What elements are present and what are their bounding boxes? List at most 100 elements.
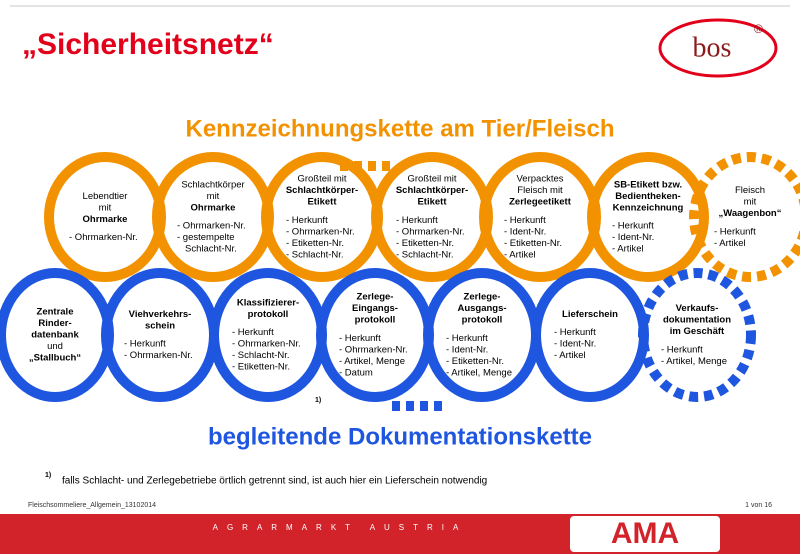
footer-file: Fleischsommeliere_Allgemein_13102014 — [28, 502, 156, 509]
node-heading: Schlachtkörper — [181, 179, 244, 190]
node-item: - Herkunft — [446, 333, 488, 344]
node-item: - Schlacht-Nr. — [286, 249, 344, 260]
footnote-text: falls Schlacht- und Zerlegebetriebe örtl… — [62, 476, 487, 487]
node-heading: Großteil mit — [297, 174, 346, 185]
node-heading: schein — [145, 320, 175, 331]
logo-mark: ® — [754, 22, 763, 36]
node-item: - Ident-Nr. — [446, 344, 488, 355]
node-heading: Klassifizierer- — [237, 297, 299, 308]
node-item: - Datum — [339, 367, 373, 378]
node-item: - Herkunft — [286, 215, 328, 226]
node-item: - Artikel — [554, 350, 586, 361]
node-heading: Lieferschein — [562, 309, 618, 320]
node-heading: Zentrale — [37, 307, 74, 318]
node-heading: protokoll — [462, 315, 503, 326]
footer-page: 1 von 16 — [745, 502, 772, 509]
node-heading: Kennzeichnung — [613, 202, 684, 213]
node-heading: Eingangs- — [352, 303, 398, 314]
node-heading: Schlachtkörper- — [396, 185, 468, 196]
node-heading: Rinder- — [38, 318, 71, 329]
node-item: - Artikel, Menge — [446, 367, 512, 378]
node-item: - Ident-Nr. — [554, 339, 596, 350]
node-item: - Etiketten-Nr. — [286, 238, 344, 249]
node-item: - Artikel — [714, 238, 746, 249]
node-heading: mit — [207, 191, 220, 202]
footer-logo: AMA — [611, 517, 679, 550]
node-heading: und — [47, 341, 63, 352]
node-item: - Artikel, Menge — [339, 356, 405, 367]
node-item: - Schlacht-Nr. — [232, 350, 290, 361]
chain-ring — [689, 152, 800, 282]
node-heading: Zerlegeetikett — [509, 197, 572, 208]
logo-ring — [658, 18, 778, 78]
node-heading: „Stallbuch“ — [29, 353, 82, 364]
chain-ring — [152, 152, 274, 282]
bottom-chain-title: begleitende Dokumentationskette — [208, 423, 592, 450]
node-heading: protokoll — [355, 315, 396, 326]
node-heading: Ohrmarke — [83, 214, 128, 225]
node-item: - Ohrmarken-Nr. — [69, 232, 138, 243]
node-item: - Herkunft — [612, 221, 654, 232]
node-item: - Herkunft — [554, 327, 596, 338]
node-item: - Ohrmarken-Nr. — [232, 339, 301, 350]
node-heading: Fleisch — [735, 185, 765, 196]
node-item: - Herkunft — [232, 327, 274, 338]
node-heading: datenbank — [31, 330, 79, 341]
node-item: - gestempelte — [177, 232, 235, 243]
footer-band-text: AGRARMARKT AUSTRIA — [213, 523, 468, 532]
node-item: - Ident-Nr. — [612, 232, 654, 243]
chain-ring — [101, 268, 219, 402]
node-item: - Etiketten-Nr. — [504, 238, 562, 249]
node-item: - Herkunft — [504, 215, 546, 226]
node-heading: Etikett — [307, 197, 337, 208]
node-heading: Schlachtkörper- — [286, 185, 358, 196]
node-heading: Lebendtier — [83, 191, 128, 202]
node-heading: Zerlege- — [357, 292, 394, 303]
node-item: - Ohrmarken-Nr. — [177, 221, 246, 232]
slide-title: „Sicherheitsnetz“ — [22, 28, 274, 61]
node-item: - Ohrmarken-Nr. — [124, 350, 193, 361]
rings — [0, 152, 800, 402]
footer-logo-box — [570, 516, 720, 552]
node-heading: Ausgangs- — [457, 303, 506, 314]
node-item: - Herkunft — [339, 333, 381, 344]
node-heading: Zerlege- — [464, 292, 501, 303]
node-item: - Ohrmarken-Nr. — [396, 226, 465, 237]
node-heading: Fleisch mit — [517, 185, 563, 196]
node-item: - Etiketten-Nr. — [446, 356, 504, 367]
node-item: - Herkunft — [396, 215, 438, 226]
node-heading: Bedientheken- — [615, 191, 680, 202]
node-heading: Viehverkehrs- — [129, 309, 192, 320]
node-heading: mit — [744, 197, 757, 208]
node-item: Schlacht-Nr. — [185, 244, 237, 255]
node-item: - Herkunft — [124, 339, 166, 350]
logo-text: bos — [693, 32, 732, 63]
node-heading: mit — [99, 202, 112, 213]
node-heading: SB-Etikett bzw. — [614, 179, 682, 190]
footnote-marker: 1) — [315, 397, 321, 404]
node-heading: Großteil mit — [407, 174, 456, 185]
node-heading: „Waagenbon“ — [719, 208, 782, 219]
node-item: - Artikel — [504, 249, 536, 260]
node-item: - Herkunft — [661, 344, 703, 355]
node-item: - Ident-Nr. — [504, 226, 546, 237]
chain-ring — [587, 152, 709, 282]
footnote-marker: 1) — [45, 472, 51, 479]
node-item: - Ohrmarken-Nr. — [286, 226, 355, 237]
node-item: - Schlacht-Nr. — [396, 249, 454, 260]
node-heading: Verkaufs- — [676, 303, 719, 314]
node-heading: Ohrmarke — [191, 202, 236, 213]
node-item: - Artikel — [612, 244, 644, 255]
node-item: - Etiketten-Nr. — [232, 362, 290, 373]
node-heading: protokoll — [248, 309, 289, 320]
node-heading: Etikett — [417, 197, 447, 208]
node-heading: im Geschäft — [670, 326, 725, 337]
top-chain-title: Kennzeichnungskette am Tier/Fleisch — [185, 115, 614, 142]
node-item: - Ohrmarken-Nr. — [339, 344, 408, 355]
node-heading: Verpacktes — [517, 174, 564, 185]
node-item: - Etiketten-Nr. — [396, 238, 454, 249]
node-item: - Herkunft — [714, 226, 756, 237]
chain-ring — [638, 268, 756, 402]
